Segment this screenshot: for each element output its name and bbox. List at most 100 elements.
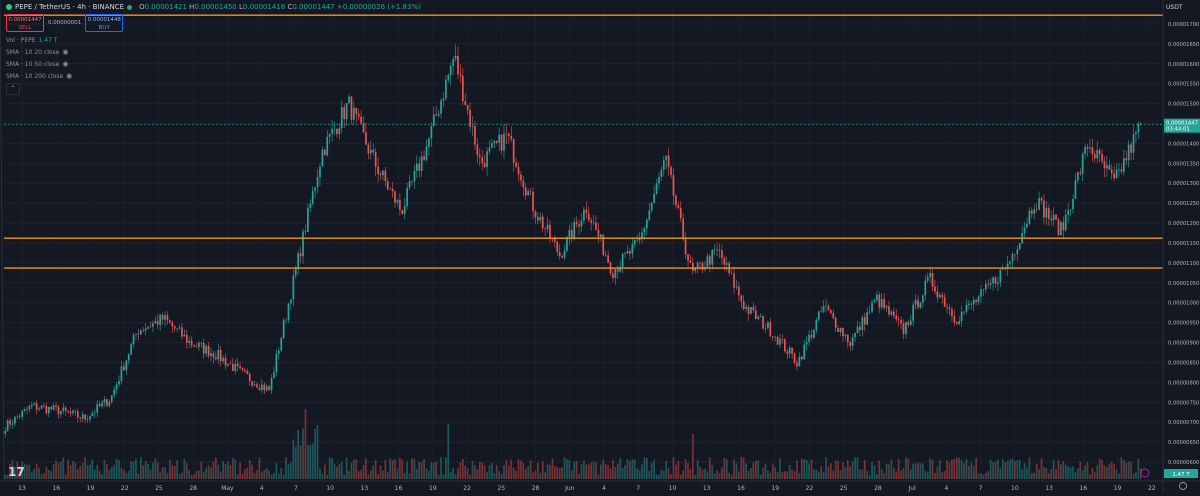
volume-bar (425, 468, 428, 479)
candle-body (277, 350, 280, 354)
price-tick-label: 0.00000950 (1168, 321, 1199, 327)
volume-bar (997, 459, 999, 479)
sma-indicator-row[interactable]: SMA · 10 20 close ◉ (6, 48, 69, 56)
volume-bar (55, 460, 57, 479)
volume-bar (287, 463, 290, 479)
volume-bar (689, 468, 692, 479)
volume-bar (142, 465, 145, 479)
candle-body (694, 268, 697, 271)
candle-body (648, 210, 651, 220)
volume-bar (592, 461, 595, 479)
candle-body (960, 311, 963, 322)
volume-bar (1091, 467, 1094, 479)
volume-bar (650, 462, 653, 479)
volume-bar (1033, 472, 1036, 479)
sell-button[interactable]: 0.00001447 SELL (6, 14, 44, 32)
time-tick-label: 10 (669, 485, 677, 492)
candle-body (888, 306, 890, 315)
volume-bar (784, 471, 786, 479)
volume-bar (493, 473, 496, 479)
candle-body (924, 280, 927, 296)
grid-lines (4, 8, 1163, 470)
candle-body (1023, 227, 1026, 233)
candle-body (28, 406, 31, 410)
chevron-up-icon[interactable]: ⌃ (6, 83, 20, 95)
time-tick-label: 4 (602, 485, 606, 492)
volume-bar (1074, 471, 1077, 479)
buy-button[interactable]: 0.00001448 BUY (85, 14, 124, 32)
symbol-title[interactable]: PEPE / TetherUS · 4h · BINANCE (15, 3, 125, 11)
volume-bar (1110, 461, 1113, 479)
currency-label[interactable]: USDT (1166, 4, 1183, 11)
volume-bar (275, 462, 278, 479)
candle-body (394, 191, 396, 203)
volume-indicator-row[interactable]: Vol · PEPE 1.47 T (6, 36, 58, 44)
volume-bar (1137, 458, 1140, 479)
candle-body (856, 326, 859, 333)
candle-body (566, 237, 568, 251)
volume-bar (294, 447, 297, 479)
volume-bar (629, 460, 631, 479)
volume-bar (258, 457, 261, 479)
volume-bar (108, 469, 111, 479)
replay-icon (1140, 468, 1150, 478)
volume-bar (1118, 473, 1120, 479)
volume-bar (285, 457, 287, 479)
volume-bar (435, 461, 438, 479)
volume-bar (1101, 459, 1103, 479)
candle-body (399, 200, 401, 210)
candle-body (781, 338, 784, 340)
volume-bar (929, 458, 931, 479)
volume-bar (992, 462, 994, 479)
candle-body (997, 282, 999, 284)
volume-bar (960, 460, 963, 479)
volume-bar (374, 460, 377, 479)
candle-body (290, 299, 292, 304)
candle-body (176, 328, 178, 329)
volume-bar (178, 473, 181, 479)
eye-icon[interactable]: ◉ (62, 60, 69, 68)
candle-body (258, 387, 261, 390)
candle-body (1055, 214, 1057, 220)
sma-indicator-row[interactable]: SMA · 10 50 close ◉ (6, 60, 69, 68)
candle-body (215, 357, 217, 360)
candle-body (219, 349, 222, 362)
volume-bar (977, 473, 980, 479)
volume-bar (817, 471, 820, 479)
volume-bar (156, 462, 159, 479)
volume-bar (413, 458, 416, 479)
eye-icon[interactable]: ◉ (62, 48, 69, 56)
volume-bar (234, 459, 237, 479)
volume-bar (1050, 468, 1053, 479)
sma-indicator-row[interactable]: SMA · 10 200 close ◉ (6, 72, 73, 80)
eye-icon[interactable]: ◉ (66, 72, 73, 80)
volume-bar (638, 470, 641, 479)
candle-body (573, 221, 576, 239)
price-tick-label: 0.00001650 (1168, 42, 1199, 48)
candle-body (69, 411, 72, 414)
candle-body (878, 294, 881, 308)
volume-bar (919, 462, 922, 479)
volume-bar (437, 474, 440, 479)
volume-bar (786, 471, 789, 479)
volume-bar (999, 467, 1002, 479)
candle-body (483, 162, 486, 168)
candle-body (202, 342, 205, 354)
price-tick-label: 0.00001500 (1168, 102, 1199, 108)
volume-bar (827, 466, 830, 479)
candle-body (721, 250, 723, 259)
volume-bar (93, 469, 96, 479)
candle-body (520, 174, 522, 181)
candle-body (607, 255, 609, 263)
volume-bar (74, 462, 77, 479)
price-tick-label: 0.00000750 (1168, 400, 1199, 406)
candle-body (1101, 153, 1103, 162)
candle-body (692, 262, 694, 271)
candle-body (130, 344, 132, 355)
volume-bar (152, 462, 154, 479)
candle-body (386, 181, 389, 190)
volume-bar (701, 469, 704, 479)
volume-bar (1076, 468, 1079, 479)
